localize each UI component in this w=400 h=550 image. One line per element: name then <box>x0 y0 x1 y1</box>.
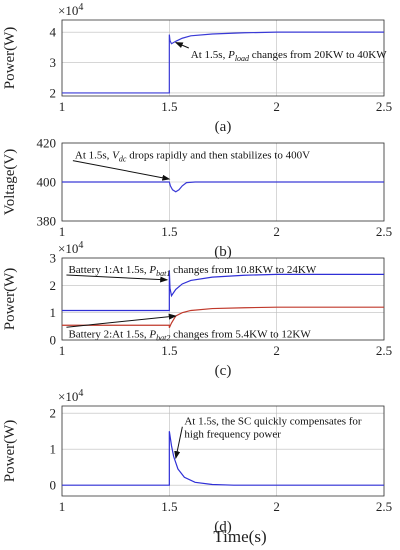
annotation-text: At 1.5s, Pload changes from 20KW to 40KW <box>191 49 387 63</box>
y-tick-label: 400 <box>37 175 57 190</box>
x-tick-label: 1.5 <box>161 343 177 358</box>
y-axis-label: Power(W) <box>2 27 18 89</box>
panel-2: 1 1.5 2 2.5 380 400 420 Voltage(V) At 1.5s, Vdc … <box>2 136 392 261</box>
series-line-1 <box>62 181 384 193</box>
x-tick-label: 1 <box>59 224 66 239</box>
panel-caption: (a) <box>215 119 232 135</box>
y-tick-label: 2 <box>50 85 57 100</box>
annotation-arrow <box>72 160 171 181</box>
y-tick-label: 0 <box>50 333 57 348</box>
annotation-subscript: load <box>235 54 250 63</box>
multiplier-exponent: 4 <box>78 240 83 251</box>
y-tick-label: 3 <box>50 55 57 70</box>
annotation-prefix: At 1.5s, the SC quickly compensates for <box>184 416 362 428</box>
annotation-subscript: dc <box>119 155 127 164</box>
annotation-suffix: changes from 10.8KW to 24KW <box>170 264 316 276</box>
y-tick-label: 420 <box>37 136 57 151</box>
x-tick-label: 2 <box>273 499 280 514</box>
y-multiplier: ×104 <box>58 240 83 256</box>
annotation-suffix: changes from 20KW to 40KW <box>249 49 387 61</box>
x-tick-label: 1 <box>59 99 66 114</box>
y-tick-label: 1 <box>50 305 57 320</box>
annotation-arrow <box>174 42 189 49</box>
x-tick-label: 2.5 <box>376 99 392 114</box>
annotation-text: Battery 2:At 1.5s, Pbat2 changes from 5.… <box>68 328 311 342</box>
series-line-1 <box>62 431 384 486</box>
x-tick-label: 1 <box>59 499 66 514</box>
annotation-suffix: changes from 5.4KW to 12KW <box>170 328 311 340</box>
annotation-prefix: At 1.5s, <box>75 150 112 162</box>
x-tick-label: 2.5 <box>376 224 392 239</box>
x-tick-label: 2.5 <box>376 499 392 514</box>
annotation-prefix: Battery 2:At 1.5s, <box>68 328 149 340</box>
x-tick-label: 1.5 <box>161 224 177 239</box>
annotation-variable: V <box>112 150 120 162</box>
y-multiplier: ×104 <box>58 388 83 404</box>
annotation-text: At 1.5s, Vdc drops rapidly and then stab… <box>75 150 310 164</box>
x-tick-label: 1.5 <box>161 499 177 514</box>
annotation-suffix: drops rapidly and then stabilizes to 400… <box>126 150 310 162</box>
multiplier-base: ×10 <box>58 3 78 18</box>
x-tick-label: 2 <box>273 224 280 239</box>
y-tick-label: 0 <box>50 478 57 493</box>
panel-caption: (d) <box>214 519 232 535</box>
y-tick-label: 1 <box>50 442 57 457</box>
annotation-variable: P <box>227 49 235 61</box>
annotation-prefix: At 1.5s, <box>191 49 228 61</box>
y-tick-label: 3 <box>50 251 57 266</box>
panel-caption: (b) <box>214 244 232 260</box>
annotation-arrow <box>66 313 177 328</box>
annotation-text: At 1.5s, the SC quickly compensates for <box>184 416 362 428</box>
series-line-2 <box>62 306 384 328</box>
x-tick-label: 2 <box>273 99 280 114</box>
y-axis-label: Voltage(V) <box>2 149 18 215</box>
annotation-variable: P <box>148 264 156 276</box>
y-axis-label: Power(W) <box>2 420 18 482</box>
y-tick-label: 380 <box>37 214 57 229</box>
x-tick-label: 1.5 <box>161 99 177 114</box>
multiplier-exponent: 4 <box>78 388 83 399</box>
annotation-prefix: high frequency power <box>184 429 281 441</box>
annotation-subscript: bat1 <box>156 269 170 278</box>
annotation-text: high frequency power <box>184 429 281 441</box>
annotation-variable: P <box>148 328 156 340</box>
annotation-arrow <box>66 274 169 283</box>
panel-caption: (c) <box>215 363 232 379</box>
plot-frame <box>61 19 385 97</box>
y-tick-label: 4 <box>50 25 57 40</box>
x-tick-label: 1 <box>59 343 66 358</box>
y-multiplier: ×104 <box>58 2 83 18</box>
annotation-arrow <box>174 426 183 460</box>
series-line-1 <box>62 270 384 312</box>
annotation-subscript: bat2 <box>156 333 170 342</box>
y-tick-label: 2 <box>50 278 57 293</box>
y-axis-label: Power(W) <box>2 268 18 330</box>
annotation-prefix: Battery 1:At 1.5s, <box>68 264 149 276</box>
multiplier-exponent: 4 <box>78 2 83 13</box>
panel-1: 1 1.5 2 2.5 2 3 4 Power(W) ×104 At 1.5s, Pload ch… <box>2 2 392 135</box>
y-tick-label: 2 <box>50 406 57 421</box>
series-line-1 <box>62 31 384 94</box>
x-tick-label: 2.5 <box>376 343 392 358</box>
multiplier-base: ×10 <box>58 241 78 256</box>
x-tick-label: 2 <box>273 343 280 358</box>
x-axis-label: Time(s) <box>213 527 266 546</box>
annotation-text: Battery 1:At 1.5s, Pbat1 changes from 10… <box>68 264 316 278</box>
multiplier-base: ×10 <box>58 389 78 404</box>
plot-frame <box>61 257 385 341</box>
plot-frame <box>61 405 385 497</box>
